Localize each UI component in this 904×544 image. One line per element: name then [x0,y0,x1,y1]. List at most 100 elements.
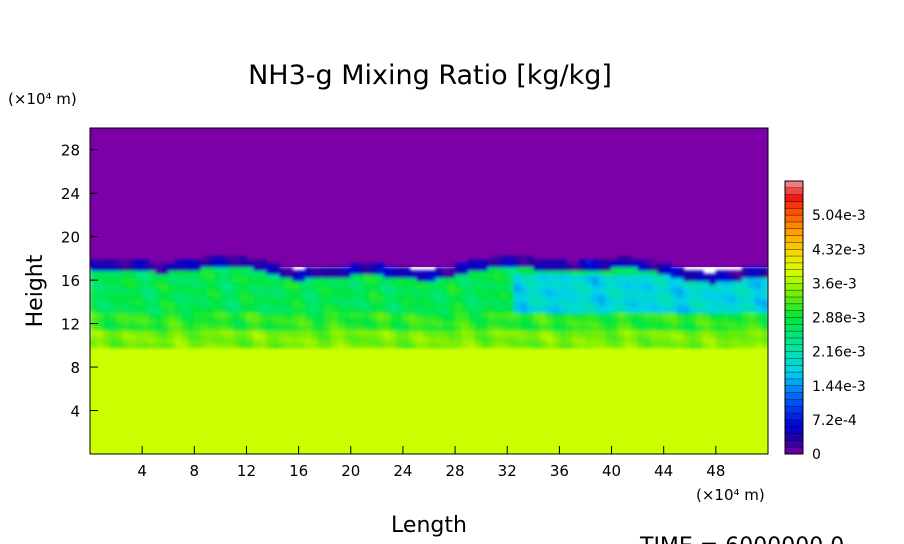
field-cell [246,308,254,314]
field-cell [741,340,750,345]
field-cell [181,284,189,289]
field-cell [174,284,183,289]
field-cell [435,277,443,282]
field-cell [129,263,137,268]
field-cell [696,298,704,303]
field-cell [298,322,306,328]
field-cell [487,305,495,310]
field-cell [500,308,508,314]
field-cell [611,273,619,279]
field-cell [161,340,169,345]
field-cell [174,315,183,321]
field-cell [370,312,378,317]
field-cell [409,291,417,296]
field-cell [578,312,587,317]
field-cell [422,337,430,342]
field-cell [631,322,639,328]
field-cell [650,291,658,296]
field-cell [461,319,469,324]
chart-title: NH3-g Mixing Ratio [kg/kg] [248,60,612,91]
field-cell [461,305,469,310]
field-cell [468,273,476,279]
field-cell [539,266,548,272]
field-cell [748,312,756,317]
field-cell [605,305,613,310]
field-cell [520,333,528,338]
field-cell [116,308,124,314]
field-cell [624,291,632,296]
field-cell [755,273,763,279]
field-cell [109,322,117,328]
field-cell [383,273,391,279]
field-cell [416,319,424,324]
x-tick-label: 48 [706,462,725,480]
field-cell [259,287,267,293]
field-cell [461,284,469,289]
field-cell [161,298,169,303]
field-cell [507,337,515,342]
field-cell [318,322,326,328]
field-cell [122,294,130,300]
field-cell [722,294,730,300]
field-cell [592,280,600,286]
field-cell [187,312,196,317]
field-cell [422,330,430,335]
field-cell [755,344,763,349]
field-cell [552,284,561,289]
field-cell [383,333,391,338]
field-cell [494,305,502,310]
field-cell [239,284,248,289]
field-cell [194,280,202,286]
field-cell [135,294,143,300]
field-cell [461,266,469,272]
field-cell [631,340,639,345]
field-cell [572,344,580,349]
field-cell [670,301,678,307]
field-cell [318,277,326,282]
field-cell [683,315,691,321]
field-cell [624,298,632,303]
field-cell [513,326,522,331]
field-cell [279,333,287,338]
field-cell [722,308,730,314]
field-cell [187,301,196,307]
field-cell [344,305,352,310]
field-cell [266,344,274,349]
field-cell [487,326,495,331]
field-cell [637,319,645,324]
field-cell [585,326,593,331]
field-cell [116,291,124,296]
field-cell [605,280,613,286]
field-cell [194,340,202,345]
field-cell [683,280,691,286]
field-cell [116,337,124,342]
field-cell [344,291,352,296]
field-cell [220,308,228,314]
field-cell [187,259,196,264]
field-cell [494,337,502,342]
field-cell [715,284,724,289]
field-cell [194,326,202,331]
field-cell [305,298,313,303]
field-cell [122,287,130,293]
field-cell [722,319,730,324]
field-cell [135,284,143,289]
field-cell [500,305,508,310]
field-cell [624,259,632,264]
field-cell [272,326,280,331]
field-cell [461,315,469,321]
field-cell [337,333,345,338]
field-cell [520,308,528,314]
field-cell [200,294,209,300]
field-cell [546,284,554,289]
field-cell [376,319,385,324]
field-cell [344,330,352,335]
field-cell [292,305,300,310]
field-cell [357,326,365,331]
field-cell [200,291,209,296]
field-cell [578,259,587,264]
field-cell [233,256,241,261]
field-cell [552,277,561,282]
field-cell [396,270,404,275]
field-cell [481,312,489,317]
